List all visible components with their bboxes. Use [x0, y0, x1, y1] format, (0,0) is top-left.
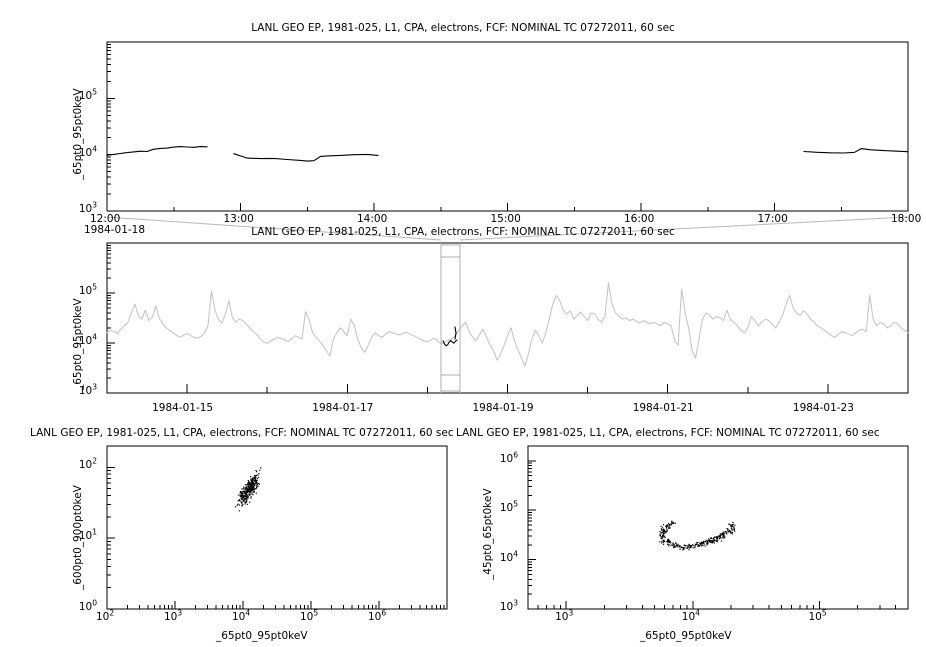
bottom-right-panel-title: LANL GEO EP, 1981-025, L1, CPA, electron… [456, 427, 880, 439]
middle-panel-title: LANL GEO EP, 1981-025, L1, CPA, electron… [251, 226, 675, 238]
top-ytick-2: 105 [78, 87, 97, 103]
br-ytick-2: 105 [499, 499, 518, 515]
mid-xtick-4: 1984-01-23 [792, 402, 854, 414]
top-ytick-0: 103 [78, 200, 97, 215]
bl-xtick-0: 102 [96, 608, 115, 623]
bottom-right-panel-xlabel: _65pt0_95pt0keV [640, 630, 732, 642]
middle-trace-highlighted [442, 339, 458, 347]
bl-ytick-1: 101 [78, 527, 97, 543]
bl-xtick-4: 106 [368, 608, 387, 623]
bl-xtick-1: 103 [164, 608, 183, 623]
top-trace-3 [803, 148, 909, 154]
top-xtick-2: 14:00 [357, 213, 388, 225]
top-xtick-6: 18:00 [891, 213, 922, 225]
top-xtick-1: 13:00 [223, 213, 254, 225]
br-ytick-3: 106 [499, 450, 518, 465]
mid-ytick-1: 104 [78, 332, 97, 347]
top-trace-2 [233, 153, 379, 162]
bottom-left-panel-xlabel: _65pt0_95pt0keV [216, 630, 308, 642]
br-ytick-0: 103 [499, 598, 518, 613]
top-xtick-3: 15:00 [490, 213, 521, 225]
bl-xtick-3: 105 [300, 608, 319, 623]
top-xtick-5: 17:00 [757, 213, 788, 225]
connector-left [106, 217, 442, 241]
mid-xtick-0: 1984-01-15 [152, 402, 214, 414]
br-xtick-1: 104 [681, 608, 700, 623]
top-xtick-0: 12:00 [90, 213, 121, 225]
bottom-right-point-cloud [659, 520, 736, 551]
mid-xtick-3: 1984-01-21 [632, 402, 694, 414]
top-trace-1 [106, 146, 208, 156]
mid-xtick-1: 1984-01-17 [312, 402, 374, 414]
connector-right [459, 217, 909, 241]
bl-ytick-0: 100 [78, 598, 97, 613]
bottom-left-point-cloud [235, 467, 262, 512]
bl-ytick-2: 102 [78, 456, 97, 472]
mid-xtick-2: 1984-01-19 [472, 402, 534, 414]
top-panel-plot[interactable] [0, 0, 926, 240]
br-ytick-1: 104 [499, 549, 518, 564]
mid-ytick-2: 105 [78, 282, 97, 297]
top-ytick-1: 104 [78, 144, 97, 159]
middle-trace-context [106, 282, 909, 367]
bottom-left-panel-title: LANL GEO EP, 1981-025, L1, CPA, electron… [30, 427, 454, 439]
br-xtick-0: 103 [555, 608, 574, 623]
br-xtick-2: 105 [808, 608, 827, 623]
zoom-connector-lines [106, 217, 909, 241]
mid-ytick-0: 103 [78, 382, 97, 397]
top-xtick-4: 16:00 [624, 213, 655, 225]
top-panel-date-label: 1984-01-18 [84, 224, 146, 236]
bl-xtick-2: 104 [232, 608, 251, 623]
top-panel-title: LANL GEO EP, 1981-025, L1, CPA, electron… [251, 22, 675, 34]
middle-highlight-marker [454, 326, 457, 340]
